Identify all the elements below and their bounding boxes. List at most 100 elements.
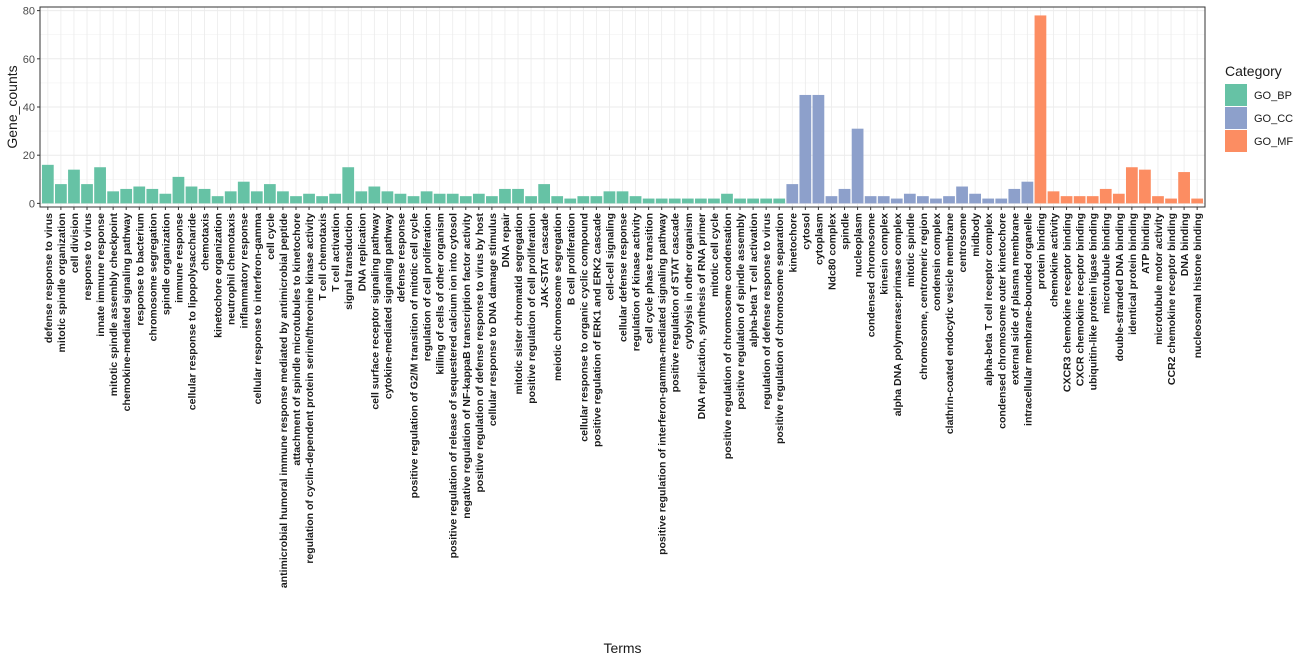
bar: [185, 186, 198, 204]
x-tick-label: DNA repair: [500, 213, 512, 267]
bar: [930, 198, 942, 204]
bar: [381, 191, 394, 204]
x-tick-label: defense response to virus: [43, 213, 55, 343]
legend-label: GO_CC: [1254, 113, 1293, 125]
bar: [41, 164, 54, 204]
x-tick-label: chromosome segregation: [147, 213, 159, 341]
bar: [1125, 167, 1138, 204]
x-tick-label: alpha-beta T cell receptor complex: [983, 213, 995, 386]
x-tick-label: antimicrobial humoral immune response me…: [278, 213, 290, 588]
x-tick-label: positive regulation of interferon-gamma-…: [657, 213, 669, 555]
x-tick-label: chromosome, centromeric region: [918, 213, 930, 380]
x-tick-label: chemokine-mediated signaling pathway: [121, 213, 133, 412]
x-tick-label: cell-cell signaling: [604, 213, 616, 301]
bar: [459, 196, 472, 204]
bar: [538, 184, 551, 204]
x-tick-label: DNA binding: [1179, 213, 1191, 276]
bar: [81, 184, 93, 204]
x-tick-label: regulation of kinase activity: [631, 213, 643, 351]
x-tick-label: positive regulation of release of seques…: [448, 213, 460, 559]
bar: [1191, 198, 1204, 204]
x-tick-label: defense response: [395, 213, 407, 302]
bar: [825, 196, 838, 204]
x-tick-label: T cell activation: [330, 213, 342, 292]
x-tick-label: Ndc80 complex: [826, 213, 838, 290]
x-tick-label: condensin complex: [931, 213, 943, 311]
y-tick-label: 40: [23, 102, 35, 114]
bar: [812, 94, 825, 204]
bar: [68, 169, 80, 204]
x-tick-label: identical protein binding: [1127, 213, 1139, 335]
bar: [1047, 191, 1060, 204]
bar: [1008, 188, 1021, 204]
bar: [172, 176, 185, 204]
x-tick-label: CXCR chemokine receptor binding: [1075, 213, 1087, 386]
bar: [864, 196, 877, 204]
bar: [747, 198, 759, 204]
x-tick-label: microtubule motor activity: [1153, 213, 1165, 345]
x-tick-label: midbody: [970, 213, 982, 257]
x-tick-label: kinetochore: [787, 213, 799, 273]
x-tick-label: condensed chromosome outer kinetochore: [996, 213, 1008, 429]
x-tick-label: condensed chromosome: [866, 213, 878, 337]
bar: [1073, 196, 1086, 204]
bar: [734, 198, 746, 204]
bar: [577, 196, 590, 204]
x-tick-label: positive regulation of chromosome separa…: [774, 213, 786, 444]
bar: [956, 186, 968, 204]
x-tick-label: CCR2 chemokine receptor binding: [1166, 213, 1178, 385]
legend-key-go-mf: [1225, 130, 1247, 152]
x-tick-label: external side of plasma membrane: [1009, 213, 1021, 385]
x-tick-label: centrosome: [957, 213, 969, 273]
bar: [851, 128, 864, 204]
bar: [329, 193, 342, 204]
x-tick-label: JAK-STAT cascade: [539, 213, 551, 308]
x-tick-label: clathrin-coated endocytic vesicle membra…: [944, 213, 956, 434]
x-tick-label: mitotic sister chromatid segregation: [513, 213, 525, 394]
bar: [420, 191, 433, 204]
x-axis-ticks: defense response to virus mitotic spindle…: [43, 207, 1204, 588]
bar: [237, 181, 250, 204]
bars: [41, 15, 1204, 204]
x-tick-label: positive regulation of defense response …: [474, 213, 486, 493]
x-tick-label: CXCR3 chemokine receptor binding: [1062, 213, 1074, 392]
bar: [721, 193, 733, 204]
x-tick-label: positive regulation of cell proliferatio…: [526, 213, 538, 404]
bar: [969, 193, 982, 204]
x-tick-label: cell cycle phase transition: [644, 213, 656, 344]
bar: [407, 196, 420, 204]
x-tick-label: kinetochore organization: [213, 213, 225, 338]
bar: [133, 186, 146, 204]
x-tick-label: ATP binding: [1140, 213, 1152, 274]
x-tick-label: immune response: [173, 213, 185, 303]
bar: [1112, 193, 1125, 204]
bar: [786, 184, 799, 204]
bar: [1152, 196, 1164, 204]
x-tick-label: negative regulation of NF-kappaB transcr…: [461, 213, 473, 519]
legend-title: Category: [1225, 63, 1282, 79]
x-tick-label: cellular response to interferon-gamma: [252, 213, 264, 405]
x-tick-label: ubiquitin-like protein ligase binding: [1088, 213, 1100, 390]
x-tick-label: intracellular membrane-bounded organelle: [1022, 213, 1034, 426]
x-tick-label: cell surface receptor signaling pathway: [369, 213, 381, 410]
x-tick-label: mitotic spindle: [905, 213, 917, 287]
legend-key-go-cc: [1225, 107, 1247, 129]
x-tick-label: signal transduction: [343, 213, 355, 310]
x-tick-label: inflammatory response: [239, 213, 251, 329]
x-tick-label: chemokine activity: [1048, 213, 1060, 307]
bar: [159, 193, 172, 204]
legend-key-go-bp: [1225, 84, 1247, 106]
bar: [224, 191, 237, 204]
x-tick-label: response to bacterium: [134, 213, 146, 326]
x-tick-label: DNA replication, synthesis of RNA primer: [696, 213, 708, 419]
x-tick-label: nucleosomal histone binding: [1192, 213, 1204, 358]
bar: [355, 191, 368, 204]
bar: [616, 191, 629, 204]
x-tick-label: innate immune response: [95, 213, 107, 337]
x-tick-label: mitotic spindle assembly checkpoint: [108, 212, 120, 396]
bar: [290, 196, 302, 204]
bar: [773, 198, 786, 204]
bar: [486, 196, 498, 204]
bar: [211, 196, 224, 204]
bar: [1099, 188, 1112, 204]
